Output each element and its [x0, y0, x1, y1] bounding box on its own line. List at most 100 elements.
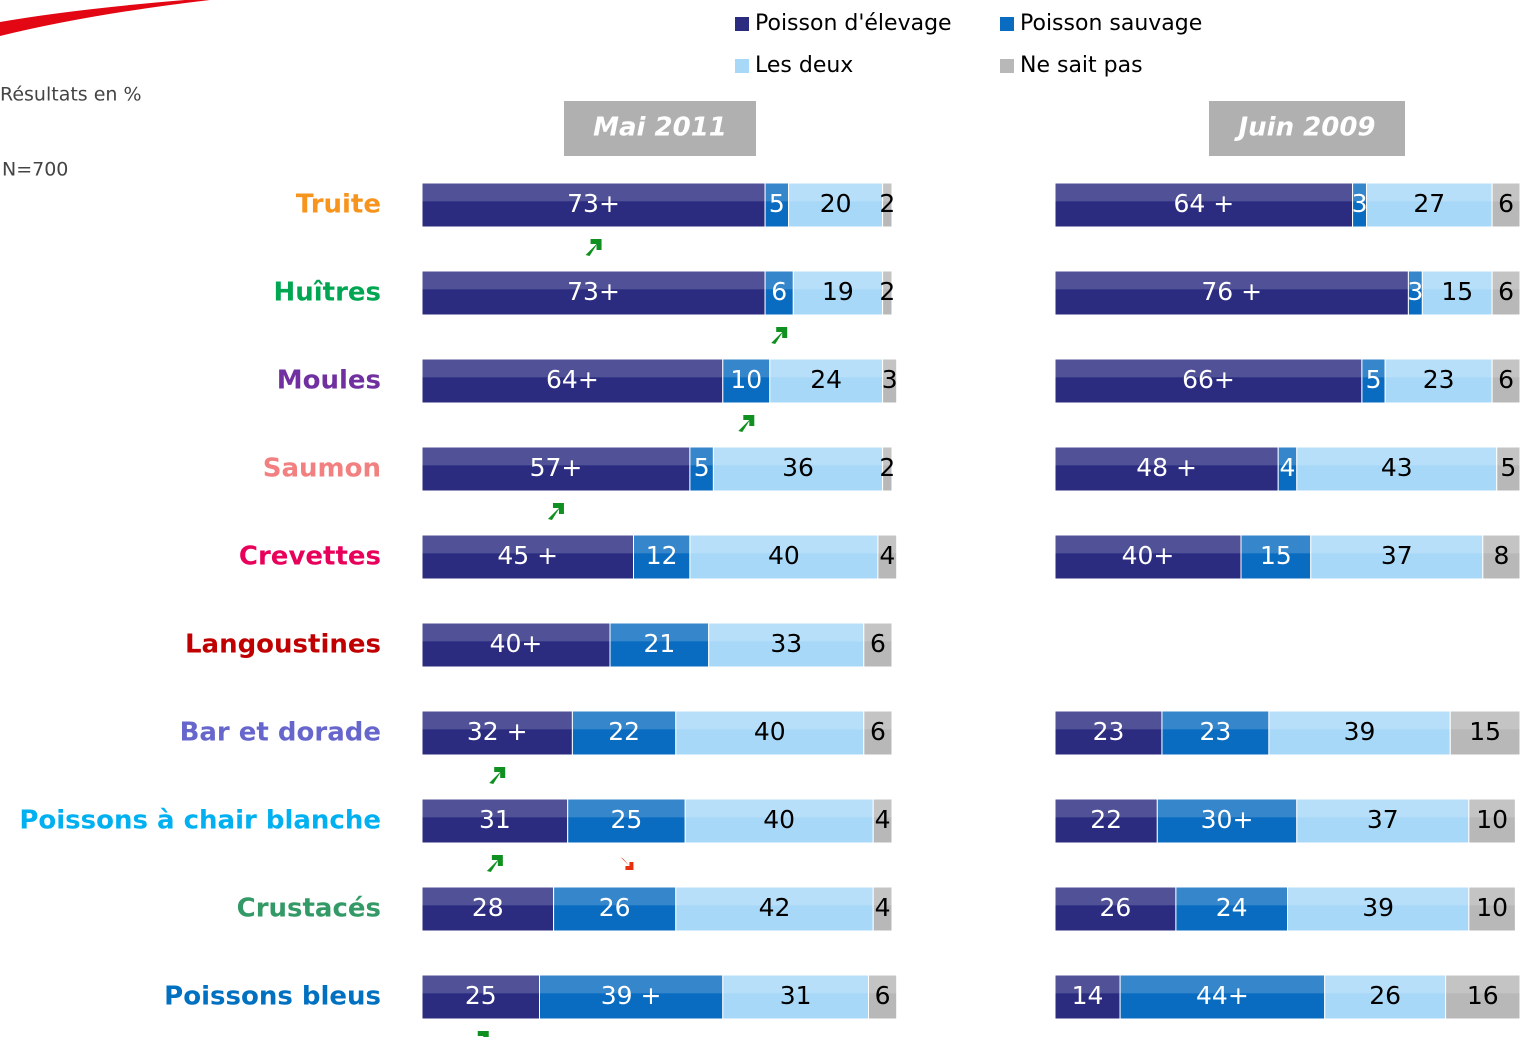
bar-segment [421, 182, 766, 228]
value-label: 3 [882, 365, 898, 394]
bar-shine [422, 271, 766, 290]
value-label: 23 [1093, 717, 1125, 746]
value-label: 4 [1280, 453, 1296, 482]
bar-segment [684, 798, 874, 844]
value-label: 40 [754, 717, 786, 746]
value-label: 25 [465, 981, 497, 1010]
bar-shine [1268, 711, 1451, 730]
bar-shine [422, 447, 690, 466]
change-arrow [547, 503, 564, 520]
bar-segment [1156, 798, 1298, 844]
legend-swatch [735, 17, 749, 31]
bar-segment [863, 622, 893, 668]
bar-segment [421, 710, 573, 756]
bar-segment [1384, 358, 1493, 404]
bar-shine [1468, 799, 1516, 818]
bar-shine [1055, 887, 1176, 906]
chart-title: Mai 2011 [593, 113, 727, 143]
bar-shine [882, 447, 892, 466]
bar-shine [422, 183, 766, 202]
category-label: Huîtres [273, 278, 381, 308]
bar-segment [567, 798, 686, 844]
change-arrow [486, 855, 503, 872]
value-label: 5 [694, 453, 710, 482]
value-label: 5 [769, 189, 785, 218]
value-label: 10 [1476, 893, 1508, 922]
value-label: 40 [763, 805, 795, 834]
bar-shine [765, 183, 789, 202]
bar-shine [539, 975, 723, 994]
legend-label: Poisson sauvage [1020, 11, 1202, 36]
value-label: 6 [1498, 189, 1514, 218]
bar-segment [1054, 358, 1363, 404]
value-label: 8 [1493, 541, 1509, 570]
bar-shine [422, 975, 540, 994]
bar-shine [1492, 359, 1520, 378]
bar-segment [421, 270, 766, 316]
bar-shine [675, 887, 874, 906]
bar-shine [708, 623, 864, 642]
value-label: 25 [611, 805, 643, 834]
bar-segment [1482, 534, 1521, 580]
bar-shine [882, 183, 892, 202]
value-label: 39 + [601, 981, 662, 1010]
bar-segment [1366, 182, 1493, 228]
bar-segment [1491, 270, 1521, 316]
value-label: 3 [1352, 189, 1368, 218]
bar-shine [1055, 447, 1279, 466]
value-label: 30+ [1201, 805, 1254, 834]
value-label: 73+ [567, 189, 620, 218]
value-label: 5 [1366, 365, 1382, 394]
bar-segment [1449, 710, 1521, 756]
category-label: Poissons bleus [164, 982, 381, 1012]
value-label: 15 [1469, 717, 1501, 746]
bar-shine [1161, 711, 1269, 730]
bar-segment [872, 798, 893, 844]
bar-segment [863, 710, 893, 756]
legend-label: Les deux [755, 53, 853, 78]
bar-shine [1120, 975, 1325, 994]
value-label: 15 [1441, 277, 1473, 306]
bar-shine [553, 887, 676, 906]
value-label: 40+ [490, 629, 543, 658]
value-label: 40+ [1122, 541, 1175, 570]
value-label: 6 [875, 981, 891, 1010]
bar-segment [421, 622, 611, 668]
bar-shine [1055, 535, 1241, 554]
value-label: 73+ [567, 277, 620, 306]
bar-shine [863, 711, 892, 730]
value-label: 64+ [546, 365, 599, 394]
bar-shine [675, 711, 864, 730]
value-label: 36 [782, 453, 814, 482]
bar-shine [1055, 799, 1158, 818]
bar-shine [422, 799, 568, 818]
value-label: 6 [870, 629, 886, 658]
bar-shine [877, 535, 897, 554]
value-label: 26 [1100, 893, 1132, 922]
bar-segment [708, 622, 865, 668]
bar-segment [675, 886, 874, 932]
bar-segment [882, 182, 893, 228]
bar-shine [1422, 271, 1493, 290]
bar-shine [1324, 975, 1446, 994]
value-label: 4 [875, 805, 891, 834]
bar-shine [1310, 535, 1483, 554]
legend-label: Ne sait pas [1020, 53, 1143, 78]
value-label: 16 [1467, 981, 1499, 1010]
bar-segment [1324, 974, 1447, 1020]
bar-shine [765, 271, 794, 290]
bar-shine [633, 535, 690, 554]
bar-shine [1408, 271, 1423, 290]
sample-size: N=700 [2, 159, 68, 181]
value-label: 4 [875, 893, 891, 922]
bar-shine [422, 711, 573, 730]
bar-segment [1054, 270, 1409, 316]
bar-shine [1296, 447, 1497, 466]
bar-shine [1055, 359, 1362, 378]
bar-segment [1240, 534, 1312, 580]
bar-shine [1450, 711, 1520, 730]
change-arrow [738, 415, 755, 432]
value-label: 6 [1498, 365, 1514, 394]
value-label: 26 [1369, 981, 1401, 1010]
